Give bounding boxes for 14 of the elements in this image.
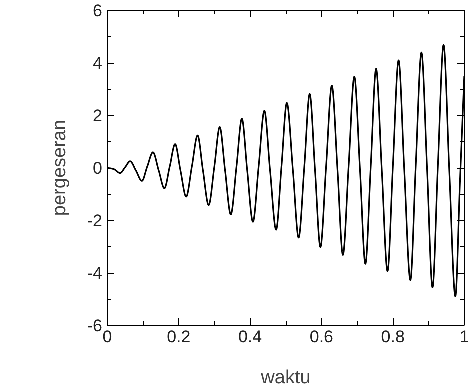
x-axis-title: waktu	[260, 368, 311, 388]
x-tick-label: 0.2	[167, 328, 191, 346]
y-tick-label: -6	[87, 316, 103, 336]
y-tick-label: 2	[93, 106, 103, 126]
y-tick-label: 6	[93, 2, 103, 20]
y-tick-label: 4	[93, 54, 103, 73]
y-axis-title: pergeseran	[49, 120, 70, 216]
y-tick-label: -2	[87, 212, 103, 230]
y-tick-label: 0	[93, 159, 103, 178]
x-tick-label: 0.6	[310, 328, 334, 346]
x-tick-label: 1	[460, 328, 470, 346]
x-tick-label: 0.4	[238, 328, 262, 346]
y-tick-label: -4	[87, 264, 103, 283]
x-tick-label: 0.8	[381, 328, 405, 346]
